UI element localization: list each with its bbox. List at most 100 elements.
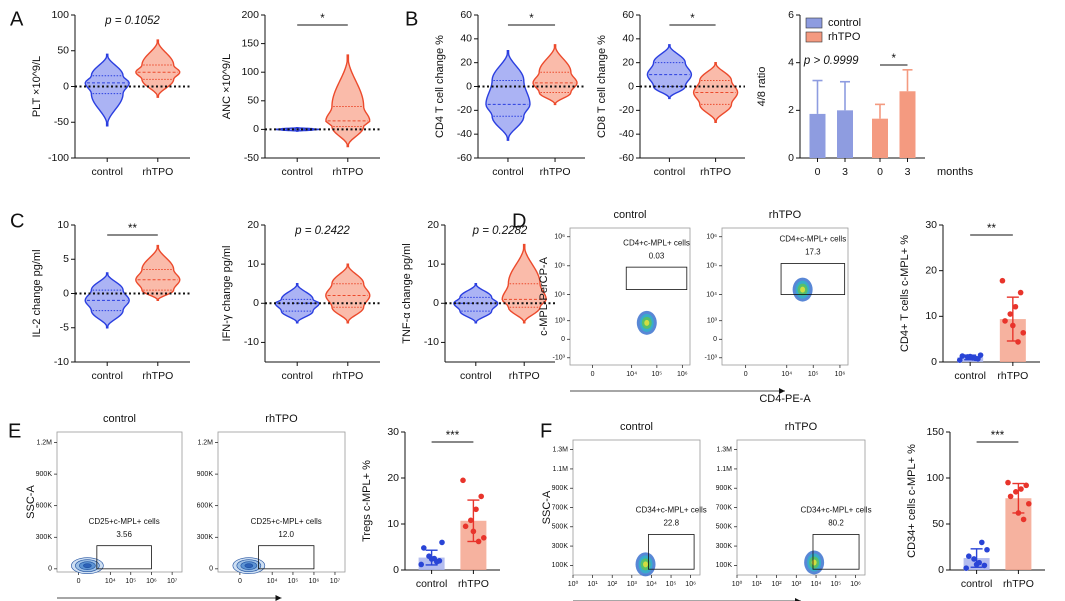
panel-letter: B xyxy=(405,8,418,30)
y-axis-label: CD4 T cell change % xyxy=(434,35,446,138)
data-point xyxy=(462,523,469,530)
data-point xyxy=(1012,303,1019,310)
y-tick-label: 300K xyxy=(36,534,53,541)
y-tick-label: 0 xyxy=(931,356,937,368)
y-tick-label: 100K xyxy=(716,562,733,569)
x-tick-label: 10⁶ xyxy=(835,371,846,378)
data-point xyxy=(421,545,427,551)
y-tick-label: 10⁴ xyxy=(706,291,717,298)
annotation: *** xyxy=(991,430,1005,442)
violin xyxy=(485,50,531,141)
data-point xyxy=(959,353,966,359)
y-axis-label: IL-2 change pg/ml xyxy=(31,249,43,337)
data-point xyxy=(475,538,482,545)
x-tick-label: control xyxy=(91,370,123,382)
y-tick-label: 0 xyxy=(561,336,565,343)
x-tick-label: 10² xyxy=(607,581,618,588)
y-tick-label: 60 xyxy=(460,9,472,21)
y-tick-label: -10 xyxy=(54,356,69,368)
cell-population xyxy=(644,319,650,326)
panel-letter: C xyxy=(10,210,24,232)
data-point xyxy=(966,553,972,559)
y-tick-label: 10 xyxy=(247,258,259,270)
gate-value: 0.03 xyxy=(649,251,665,260)
y-tick-label: 2 xyxy=(788,104,794,116)
y-tick-label: 10 xyxy=(427,258,439,270)
data-point xyxy=(468,517,474,524)
x-tick-label: 0 xyxy=(744,371,748,378)
y-axis-label: CD4+ T cells c-MPL+ % xyxy=(899,235,911,352)
x-tick-label: rhTPO xyxy=(540,166,571,178)
y-tick-label: 0 xyxy=(433,297,439,309)
x-tick-label: rhTPO xyxy=(142,370,173,382)
annotation: ** xyxy=(128,223,137,235)
legend-swatch xyxy=(805,17,823,29)
data-point xyxy=(1007,493,1014,500)
data-point xyxy=(481,535,487,541)
y-tick-label: 0 xyxy=(713,336,717,343)
x-tick-label: 10⁴ xyxy=(781,371,792,378)
data-point xyxy=(478,493,485,500)
x-tick-label: rhTPO xyxy=(700,166,731,178)
violin xyxy=(325,54,371,148)
annotation: *** xyxy=(446,430,460,442)
plot-title: rhTPO xyxy=(769,209,802,221)
cell-population xyxy=(643,561,649,568)
annotation: * xyxy=(690,13,695,25)
y-tick-label: -10³ xyxy=(553,355,566,362)
y-tick-label: 50 xyxy=(247,95,259,107)
panel-letter: D xyxy=(512,210,526,232)
annotation: * xyxy=(529,13,534,25)
x-axis-label: c-MPL-PerCP-A xyxy=(242,600,322,601)
y-tick-label: 30 xyxy=(925,219,937,231)
x-tick-label: control xyxy=(654,166,686,178)
violin xyxy=(532,44,578,106)
y-axis-label: CD34+ cells c-MPL+ % xyxy=(906,444,918,558)
y-tick-label: 900K xyxy=(552,485,569,492)
x-tick-label: control xyxy=(91,166,123,178)
y-tick-label: 1.2M xyxy=(197,439,213,446)
x-tick-label: control xyxy=(961,578,993,590)
plot-title: rhTPO xyxy=(785,421,818,433)
gate-label: CD4+c-MPL+ cells xyxy=(623,238,690,247)
gate-label: CD34+c-MPL+ cells xyxy=(800,506,871,515)
arrow-head xyxy=(275,595,282,601)
gate-value: 3.56 xyxy=(116,530,132,539)
data-point xyxy=(1002,318,1008,324)
y-tick-label: -40 xyxy=(457,128,472,140)
bar xyxy=(837,110,853,158)
data-point xyxy=(967,353,973,360)
x-tick-label: rhTPO xyxy=(509,370,540,382)
violin xyxy=(135,39,181,98)
y-tick-label: 20 xyxy=(427,219,439,231)
x-tick-label: 10² xyxy=(771,581,782,588)
y-tick-label: 0 xyxy=(788,152,794,164)
y-tick-label: -50 xyxy=(54,116,69,128)
annotation: p = 0.2282 xyxy=(472,225,528,237)
data-point xyxy=(979,539,985,546)
x-tick-label: 10⁵ xyxy=(666,581,677,588)
plot-title: control xyxy=(613,209,646,221)
bar xyxy=(899,91,916,158)
x-tick-label: control xyxy=(416,578,448,590)
x-tick-label: 10⁵ xyxy=(125,578,136,585)
gate-label: CD25+c-MPL+ cells xyxy=(89,517,160,526)
y-tick-label: 0 xyxy=(63,80,69,92)
y-tick-label: 20 xyxy=(622,56,634,68)
y-tick-label: 10⁶ xyxy=(554,234,565,241)
data-point xyxy=(973,561,980,568)
y-tick-label: 500K xyxy=(552,524,569,531)
y-tick-label: -10³ xyxy=(705,355,718,362)
x-tick-label: 10⁶ xyxy=(850,581,861,588)
x-tick-label: 10⁰ xyxy=(568,580,579,588)
x-tick-label: rhTPO xyxy=(332,166,363,178)
violin xyxy=(84,53,130,127)
x-tick-label: 10⁴ xyxy=(105,578,116,585)
data-point xyxy=(1015,339,1021,345)
y-tick-label: 500K xyxy=(716,524,733,531)
gate-value: 80.2 xyxy=(828,519,844,528)
gate-label: CD4+c-MPL+ cells xyxy=(780,235,847,244)
y-tick-label: -20 xyxy=(457,104,472,116)
panel-letter: F xyxy=(540,420,552,442)
